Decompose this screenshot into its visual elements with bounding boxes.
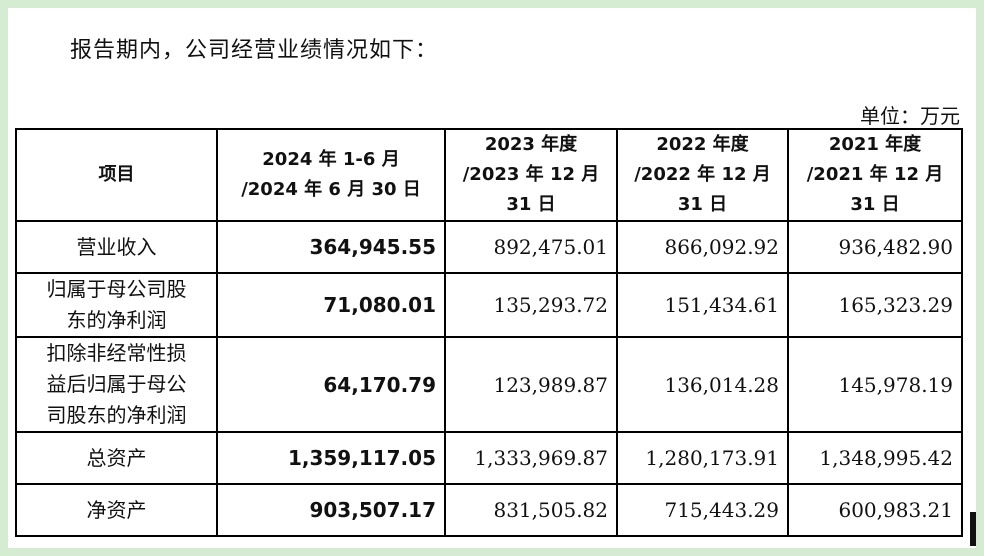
- header-2021-line2: /2021 年 12 月: [806, 164, 944, 185]
- header-2023-line1: 2023 年度: [484, 134, 578, 155]
- cell-2021: 600,983.21: [787, 483, 963, 537]
- header-2023: 2023 年度 /2023 年 12 月 31 日: [444, 128, 618, 222]
- row-label: 净资产: [15, 483, 218, 537]
- header-item-label: 项目: [98, 164, 135, 185]
- row-label: 归属于母公司股 东的净利润: [15, 272, 218, 338]
- table-row-total-assets: 总资产 1,359,117.05 1,333,969.87 1,280,173.…: [15, 431, 963, 485]
- row-label-line: 司股东的净利润: [46, 403, 187, 427]
- header-2024-line2: /2024 年 6 月 30 日: [241, 179, 421, 200]
- cell-2023: 1,333,969.87: [444, 431, 618, 485]
- header-2023-line3: 31 日: [506, 194, 556, 215]
- row-label-line: 扣除非经常性损: [46, 341, 187, 365]
- header-2021-line1: 2021 年度: [828, 134, 922, 155]
- cell-2023: 135,293.72: [444, 272, 618, 338]
- header-2022-line2: /2022 年 12 月: [634, 164, 771, 185]
- header-2021-line3: 31 日: [850, 194, 900, 215]
- cell-2022: 151,434.61: [616, 272, 789, 338]
- header-2023-line2: /2023 年 12 月: [462, 164, 600, 185]
- unit-label: 单位：万元: [860, 104, 960, 128]
- row-label: 扣除非经常性损 益后归属于母公 司股东的净利润: [15, 336, 218, 433]
- row-label-line: 东的净利润: [66, 308, 167, 332]
- cell-2024: 903,507.17: [216, 483, 446, 537]
- cell-2024: 71,080.01: [216, 272, 446, 338]
- cell-2023: 892,475.01: [444, 220, 618, 274]
- intro-text: 报告期内，公司经营业绩情况如下：: [70, 38, 439, 63]
- header-item: 项目: [15, 128, 218, 222]
- cell-2022: 715,443.29: [616, 483, 789, 537]
- header-2022-line3: 31 日: [677, 194, 728, 215]
- cell-2021: 1,348,995.42: [787, 431, 963, 485]
- cell-2024: 364,945.55: [216, 220, 446, 274]
- cell-2021: 936,482.90: [787, 220, 963, 274]
- table-row-net-assets: 净资产 903,507.17 831,505.82 715,443.29 600…: [15, 483, 963, 537]
- header-2021: 2021 年度 /2021 年 12 月 31 日: [787, 128, 963, 222]
- cell-2022: 136,014.28: [616, 336, 789, 433]
- document-page: 报告期内，公司经营业绩情况如下： 单位：万元 项目 2024 年 1-6 月 /…: [8, 8, 976, 548]
- row-label-line: 净资产: [86, 497, 147, 522]
- row-label: 营业收入: [15, 220, 218, 274]
- header-2022-line1: 2022 年度: [656, 134, 749, 155]
- scrollbar-edge: [970, 512, 976, 546]
- table-row-adjusted-net-profit: 扣除非经常性损 益后归属于母公 司股东的净利润 64,170.79 123,98…: [15, 336, 963, 433]
- cell-2022: 866,092.92: [616, 220, 789, 274]
- cell-2023: 123,989.87: [444, 336, 618, 433]
- table-row-net-profit: 归属于母公司股 东的净利润 71,080.01 135,293.72 151,4…: [15, 272, 963, 338]
- header-2022: 2022 年度 /2022 年 12 月 31 日: [616, 128, 789, 222]
- row-label-line: 益后归属于母公: [46, 372, 187, 396]
- cell-2021: 165,323.29: [787, 272, 963, 338]
- row-label-line: 总资产: [86, 445, 147, 470]
- row-label-line: 营业收入: [76, 234, 157, 259]
- row-label: 总资产: [15, 431, 218, 485]
- header-2024: 2024 年 1-6 月 /2024 年 6 月 30 日: [216, 128, 446, 222]
- cell-2021: 145,978.19: [787, 336, 963, 433]
- cell-2024: 1,359,117.05: [216, 431, 446, 485]
- performance-table: 项目 2024 年 1-6 月 /2024 年 6 月 30 日 2023 年度…: [15, 128, 963, 537]
- table-header-row: 项目 2024 年 1-6 月 /2024 年 6 月 30 日 2023 年度…: [15, 128, 963, 222]
- table-row-revenue: 营业收入 364,945.55 892,475.01 866,092.92 93…: [15, 220, 963, 274]
- header-2024-line1: 2024 年 1-6 月: [262, 149, 400, 170]
- row-label-line: 归属于母公司股: [46, 277, 187, 301]
- cell-2024: 64,170.79: [216, 336, 446, 433]
- cell-2023: 831,505.82: [444, 483, 618, 537]
- cell-2022: 1,280,173.91: [616, 431, 789, 485]
